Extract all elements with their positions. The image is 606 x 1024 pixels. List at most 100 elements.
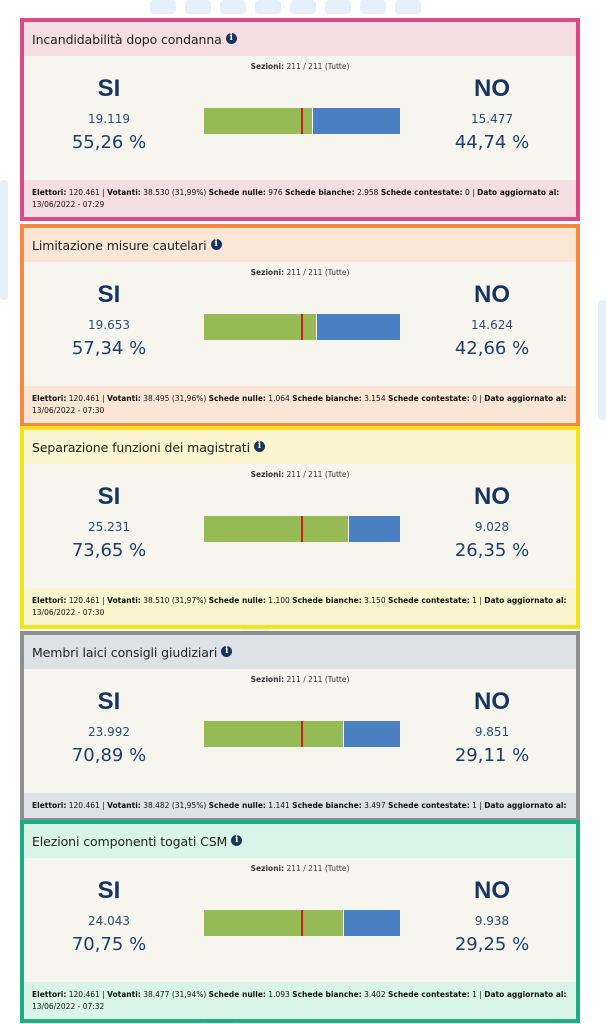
result-bar <box>204 108 400 134</box>
no-column: NO 9.028 26,35 % <box>432 482 552 561</box>
yes-percentage: 70,89 % <box>71 745 147 766</box>
referendum-card: Membri laici consigli giudiziari i Sezio… <box>20 631 580 822</box>
info-circle-icon[interactable]: i <box>221 645 233 657</box>
no-percentage: 29,11 % <box>454 745 530 766</box>
sezioni-info: Sezioni: 211 / 211 (Tutte) <box>24 675 576 684</box>
no-percentage: 26,35 % <box>454 540 530 561</box>
no-label: NO <box>474 877 510 904</box>
separator: | <box>102 801 105 810</box>
majority-marker <box>301 910 303 936</box>
elettori-label: Elettori: <box>32 394 67 403</box>
no-percentage: 42,66 % <box>454 338 530 359</box>
yes-count: 19.119 <box>88 112 130 126</box>
contestate-value: 1 <box>472 801 477 810</box>
card-footer-stats: Elettori: 120.461 | Votanti: 38.530 (31,… <box>24 180 576 217</box>
no-count: 14.624 <box>471 318 513 332</box>
separator: | <box>102 596 105 605</box>
no-column: NO 14.624 42,66 % <box>432 280 552 359</box>
bianche-label: Schede bianche: <box>292 990 362 999</box>
elettori-label: Elettori: <box>32 188 67 197</box>
yes-count: 25.231 <box>88 520 130 534</box>
info-circle-icon[interactable]: i <box>210 238 222 250</box>
card-title: Separazione funzioni dei magistrati <box>32 439 250 455</box>
info-circle-icon[interactable]: i <box>231 834 243 846</box>
aggiornato-label: Dato aggiornato al: <box>477 188 560 197</box>
yes-column: SI 23.992 70,89 % <box>49 687 169 766</box>
contestate-value: 1 <box>472 596 477 605</box>
sezioni-label: Sezioni: <box>250 675 285 684</box>
card-footer-stats: Elettori: 120.461 | Votanti: 38.495 (31,… <box>24 386 576 423</box>
votanti-value: 38.510 (31,97%) <box>143 596 207 605</box>
separator: | <box>102 394 105 403</box>
yes-percentage: 73,65 % <box>71 540 147 561</box>
aggiornato-label: Dato aggiornato al: <box>484 394 567 403</box>
yes-count: 23.992 <box>88 725 130 739</box>
no-count: 15.477 <box>471 112 513 126</box>
nulle-label: Schede nulle: <box>208 801 266 810</box>
no-count: 9.851 <box>474 725 510 739</box>
sezioni-value: 211 / 211 (Tutte) <box>286 864 350 873</box>
no-bar-segment <box>348 516 400 542</box>
card-title: Incandidabilità dopo condanna <box>32 31 222 47</box>
no-count: 9.028 <box>474 520 510 534</box>
result-bar <box>204 910 400 936</box>
nulle-value: 976 <box>268 188 283 197</box>
card-results: Sezioni: 211 / 211 (Tutte) SI 25.231 73,… <box>24 464 576 588</box>
yes-count: 19.653 <box>88 318 130 332</box>
sezioni-label: Sezioni: <box>250 864 285 873</box>
card-header: Membri laici consigli giudiziari i <box>24 635 576 669</box>
updated-timestamp: 13/06/2022 - 07:29 <box>32 200 105 209</box>
yes-label: SI <box>97 877 121 904</box>
card-results: Sezioni: 211 / 211 (Tutte) SI 19.119 55,… <box>24 56 576 180</box>
sezioni-label: Sezioni: <box>250 62 285 71</box>
bianche-label: Schede bianche: <box>292 596 362 605</box>
contestate-label: Schede contestate: <box>380 188 463 197</box>
nulle-label: Schede nulle: <box>208 188 266 197</box>
no-count: 9.938 <box>474 914 510 928</box>
separator: | <box>479 394 482 403</box>
elettori-value: 120.461 <box>68 596 100 605</box>
yes-label: SI <box>97 688 121 715</box>
elettori-label: Elettori: <box>32 990 67 999</box>
votanti-label: Votanti: <box>107 394 141 403</box>
nulle-value: 1.100 <box>268 596 290 605</box>
separator: | <box>102 188 105 197</box>
majority-marker <box>301 108 303 134</box>
votanti-value: 38.530 (31,99%) <box>143 188 207 197</box>
votanti-value: 38.495 (31,96%) <box>143 394 207 403</box>
info-circle-icon[interactable]: i <box>254 440 265 452</box>
separator: | <box>102 990 105 999</box>
contestate-value: 0 <box>472 394 477 403</box>
updated-timestamp: 13/06/2022 - 07:30 <box>32 608 105 617</box>
nulle-label: Schede nulle: <box>208 990 266 999</box>
yes-column: SI 25.231 73,65 % <box>49 482 169 561</box>
votanti-value: 38.477 (31,94%) <box>143 990 207 999</box>
contestate-label: Schede contestate: <box>388 394 470 403</box>
separator: | <box>479 801 482 810</box>
elettori-label: Elettori: <box>32 801 67 810</box>
no-bar-segment <box>312 108 400 134</box>
no-column: NO 9.851 29,11 % <box>432 687 552 766</box>
card-results: Sezioni: 211 / 211 (Tutte) SI 24.043 70,… <box>24 858 576 982</box>
yes-column: SI 19.653 57,34 % <box>49 280 169 359</box>
result-bar <box>204 721 400 747</box>
card-header: Separazione funzioni dei magistrati i <box>24 430 576 464</box>
sezioni-value: 211 / 211 (Tutte) <box>286 62 350 71</box>
elettori-value: 120.461 <box>68 801 100 810</box>
sezioni-info: Sezioni: 211 / 211 (Tutte) <box>24 62 576 71</box>
card-results: Sezioni: 211 / 211 (Tutte) SI 19.653 57,… <box>24 262 576 386</box>
aggiornato-label: Dato aggiornato al: <box>484 596 567 605</box>
bianche-label: Schede bianche: <box>292 394 362 403</box>
card-footer-stats: Elettori: 120.461 | Votanti: 38.477 (31,… <box>24 982 576 1019</box>
yes-bar-segment <box>204 910 343 936</box>
updated-timestamp: 13/06/2022 - 07:30 <box>32 406 105 415</box>
sezioni-info: Sezioni: 211 / 211 (Tutte) <box>24 864 576 873</box>
votanti-label: Votanti: <box>107 596 141 605</box>
yes-label: SI <box>97 483 121 510</box>
info-circle-icon[interactable]: i <box>225 32 237 44</box>
aggiornato-label: Dato aggiornato al: <box>484 801 567 810</box>
result-bar <box>204 516 400 542</box>
votanti-value: 38.482 (31,95%) <box>143 801 207 810</box>
referendum-card: Separazione funzioni dei magistrati i Se… <box>20 426 580 629</box>
contestate-value: 1 <box>472 990 477 999</box>
